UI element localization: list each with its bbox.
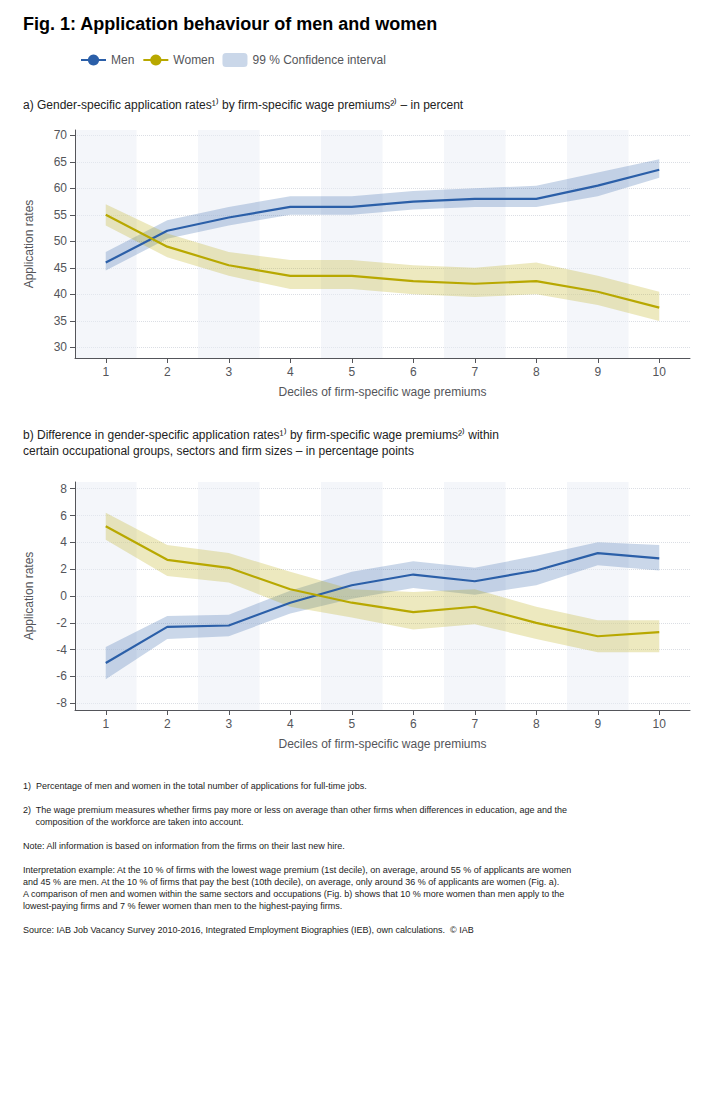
svg-text:99 % Confidence interval: 99 % Confidence interval: [252, 53, 385, 67]
svg-text:Deciles of firm-specific wage: Deciles of firm-specific wage premiums: [278, 737, 486, 751]
svg-text:-4: -4: [56, 643, 67, 657]
svg-text:A comparison of men and women: A comparison of men and women within the…: [23, 889, 564, 899]
svg-text:-2: -2: [56, 616, 67, 630]
svg-text:0: 0: [60, 589, 67, 603]
svg-text:4: 4: [287, 365, 294, 379]
svg-text:4: 4: [60, 535, 67, 549]
svg-text:Deciles of firm-specific wage: Deciles of firm-specific wage premiums: [278, 385, 486, 399]
svg-text:Men: Men: [111, 53, 134, 67]
svg-text:Fig. 1: Application behaviour: Fig. 1: Application behaviour of men and…: [23, 14, 437, 34]
svg-text:7: 7: [471, 717, 478, 731]
svg-text:6: 6: [410, 717, 417, 731]
svg-text:70: 70: [54, 128, 68, 142]
svg-text:8: 8: [533, 717, 540, 731]
svg-text:Note: All information is based: Note: All information is based on inform…: [23, 841, 345, 851]
svg-text:60: 60: [54, 181, 68, 195]
svg-text:10: 10: [653, 365, 667, 379]
svg-text:55: 55: [54, 208, 68, 222]
svg-text:35: 35: [54, 314, 68, 328]
svg-text:Women: Women: [173, 53, 214, 67]
svg-text:3: 3: [225, 365, 232, 379]
svg-text:Source: IAB Job Vacancy Survey: Source: IAB Job Vacancy Survey 2010-2016…: [23, 925, 474, 935]
svg-text:and 45 % are men. At the 10 %: and 45 % are men. At the 10 % of firms t…: [23, 877, 559, 887]
svg-text:9: 9: [594, 717, 601, 731]
svg-text:2) The wage premium measures: 2) The wage premium measures whether fir…: [23, 805, 567, 815]
svg-text:4: 4: [287, 717, 294, 731]
svg-text:b) Difference in gender-specif: b) Difference in gender-specific applica…: [23, 428, 499, 442]
svg-text:2: 2: [60, 562, 67, 576]
svg-text:8: 8: [533, 365, 540, 379]
svg-text:3: 3: [225, 717, 232, 731]
svg-text:1: 1: [102, 365, 109, 379]
svg-text:2: 2: [164, 365, 171, 379]
svg-text:5: 5: [348, 365, 355, 379]
svg-text:2: 2: [164, 717, 171, 731]
svg-text:10: 10: [653, 717, 667, 731]
svg-text:45: 45: [54, 261, 68, 275]
svg-text:9: 9: [594, 365, 601, 379]
svg-text:65: 65: [54, 155, 68, 169]
svg-text:50: 50: [54, 234, 68, 248]
svg-text:Interpretation example: At the: Interpretation example: At the 10 % of f…: [23, 865, 571, 875]
svg-text:lowest-paying firms and 7 % fe: lowest-paying firms and 7 % fewer women …: [23, 901, 342, 911]
svg-text:5: 5: [348, 717, 355, 731]
svg-text:7: 7: [471, 365, 478, 379]
svg-text:composition of the workforce a: composition of the workforce are taken i…: [23, 817, 244, 827]
svg-text:1) Percentage of men and wome: 1) Percentage of men and women in the to…: [23, 781, 367, 791]
svg-text:Application rates: Application rates: [22, 200, 36, 289]
svg-text:6: 6: [60, 509, 67, 523]
svg-text:Application rates: Application rates: [22, 552, 36, 641]
svg-text:a) Gender-specific application: a) Gender-specific application rates¹⁾ b…: [23, 98, 464, 112]
svg-text:40: 40: [54, 287, 68, 301]
svg-text:8: 8: [60, 482, 67, 496]
svg-text:-6: -6: [56, 669, 67, 683]
svg-text:1: 1: [102, 717, 109, 731]
svg-text:30: 30: [54, 340, 68, 354]
svg-text:certain occupational groups, s: certain occupational groups, sectors and…: [23, 444, 414, 458]
svg-text:-8: -8: [56, 696, 67, 710]
svg-text:6: 6: [410, 365, 417, 379]
